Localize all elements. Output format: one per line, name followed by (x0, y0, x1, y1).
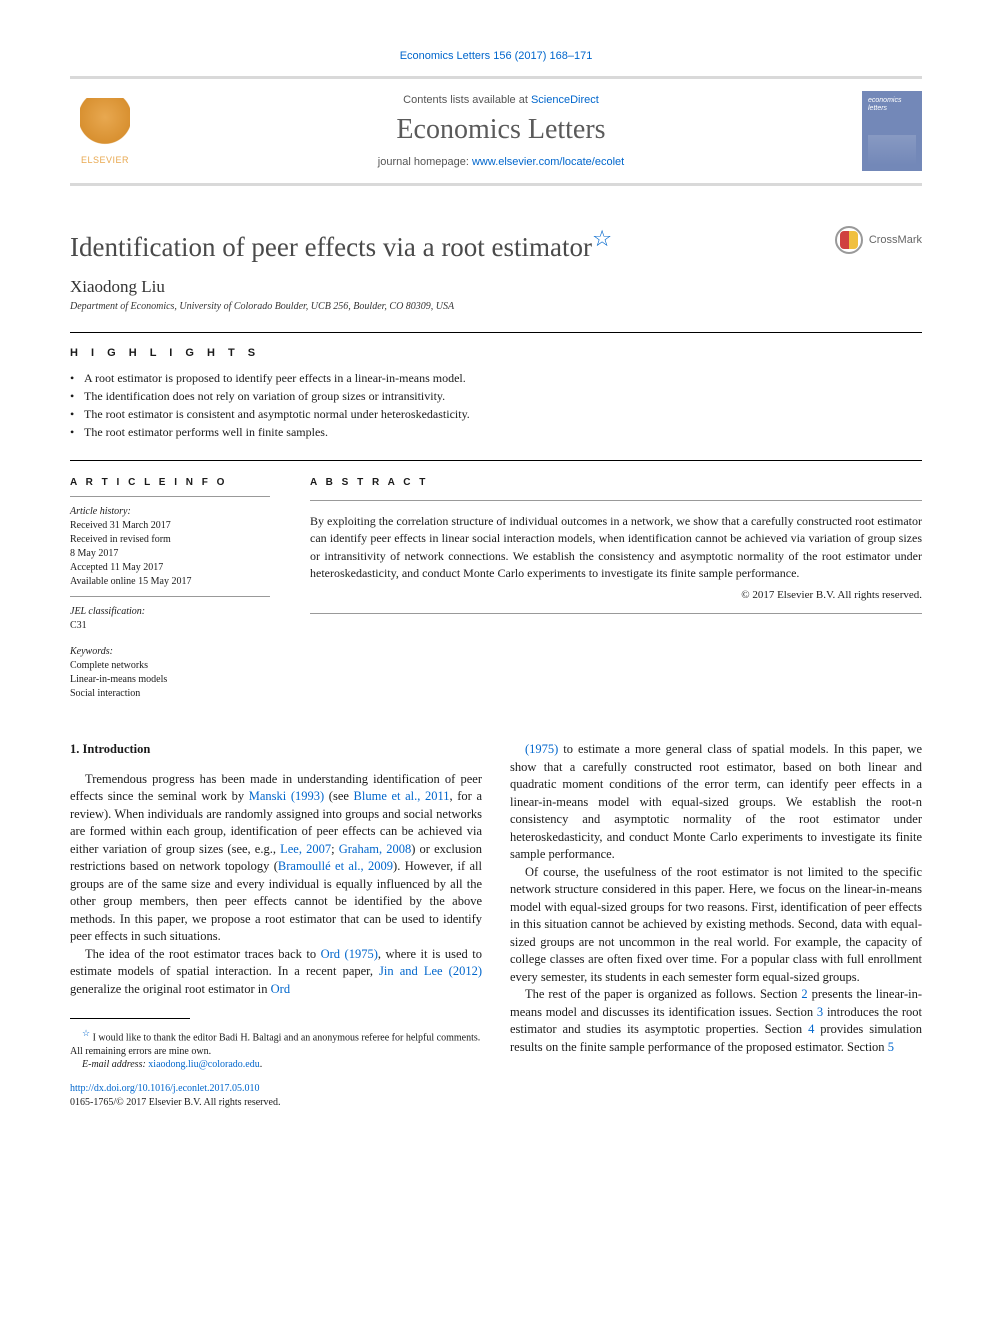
highlights-heading: h i g h l i g h t s (70, 347, 922, 359)
paragraph: The rest of the paper is organized as fo… (510, 986, 922, 1056)
crossmark-label: CrossMark (869, 234, 922, 246)
history-item: Received 31 March 2017 (70, 519, 270, 532)
article-info-column: a r t i c l e i n f o Article history: R… (70, 477, 270, 701)
issn-line: 0165-1765/© 2017 Elsevier B.V. All right… (70, 1097, 280, 1108)
title-row: Identification of peer effects via a roo… (70, 226, 922, 263)
abstract-copyright: © 2017 Elsevier B.V. All rights reserved… (310, 589, 922, 601)
highlight-item: The identification does not rely on vari… (70, 389, 922, 404)
keyword: Linear-in-means models (70, 673, 270, 686)
keyword: Social interaction (70, 687, 270, 700)
jel-heading: JEL classification: (70, 605, 270, 618)
highlight-item: A root estimator is proposed to identify… (70, 371, 922, 386)
paragraph: (1975) to estimate a more general class … (510, 741, 922, 864)
homepage-line: journal homepage: www.elsevier.com/locat… (140, 156, 862, 168)
text-run: The rest of the paper is organized as fo… (525, 987, 801, 1001)
journal-name: Economics Letters (140, 114, 862, 146)
divider (310, 613, 922, 614)
homepage-link[interactable]: www.elsevier.com/locate/ecolet (472, 156, 624, 168)
page: Economics Letters 156 (2017) 168–171 ELS… (0, 0, 992, 1160)
section-heading: 1. Introduction (70, 741, 482, 759)
text-run: generalize the original root estimator i… (70, 982, 271, 996)
title-footnote-marker[interactable]: ☆ (592, 226, 612, 251)
divider (70, 332, 922, 333)
journal-header: ELSEVIER Contents lists available at Sci… (70, 76, 922, 186)
info-abstract-row: a r t i c l e i n f o Article history: R… (70, 477, 922, 701)
elsevier-logo[interactable]: ELSEVIER (70, 91, 140, 171)
doi-block: http://dx.doi.org/10.1016/j.econlet.2017… (70, 1082, 482, 1110)
abstract-column: a b s t r a c t By exploiting the correl… (310, 477, 922, 701)
keywords-heading: Keywords: (70, 645, 270, 658)
email-link[interactable]: xiaodong.liu@colorado.edu (148, 1059, 259, 1070)
author-name[interactable]: Xiaodong Liu (70, 277, 922, 297)
title-text: Identification of peer effects via a roo… (70, 232, 592, 262)
abstract-text: By exploiting the correlation structure … (310, 513, 922, 583)
citation-link[interactable]: Lee, 2007 (280, 842, 331, 856)
highlights-list: A root estimator is proposed to identify… (70, 371, 922, 440)
abstract-heading: a b s t r a c t (310, 477, 922, 488)
history-item: 8 May 2017 (70, 547, 270, 560)
highlight-item: The root estimator performs well in fini… (70, 425, 922, 440)
history-item: Available online 15 May 2017 (70, 575, 270, 588)
footnote-separator (70, 1018, 190, 1019)
author-affiliation: Department of Economics, University of C… (70, 301, 922, 312)
divider (70, 460, 922, 461)
footnote-marker: ☆ (82, 1028, 90, 1038)
contents-line: Contents lists available at ScienceDirec… (140, 94, 862, 106)
citation-link[interactable]: Jin and Lee (2012) (379, 964, 482, 978)
divider (70, 596, 270, 597)
section-link[interactable]: 5 (888, 1040, 894, 1054)
text-run: (see (324, 789, 353, 803)
jel-code: C31 (70, 619, 270, 632)
history-heading: Article history: (70, 505, 270, 518)
contents-prefix: Contents lists available at (403, 94, 531, 106)
citation-link[interactable]: Ord (1975) (321, 947, 378, 961)
sciencedirect-link[interactable]: ScienceDirect (531, 94, 599, 106)
email-label: E-mail address: (82, 1059, 148, 1070)
text-run: The idea of the root estimator traces ba… (85, 947, 321, 961)
text-run: ; (331, 842, 339, 856)
text-run: to estimate a more general class of spat… (510, 742, 922, 861)
divider (310, 500, 922, 501)
citation-link[interactable]: (1975) (525, 742, 558, 756)
footnote-text: I would like to thank the editor Badi H.… (70, 1032, 480, 1057)
article-info-heading: a r t i c l e i n f o (70, 477, 270, 488)
paragraph: Tremendous progress has been made in und… (70, 771, 482, 946)
highlight-item: The root estimator is consistent and asy… (70, 407, 922, 422)
journal-cover-thumbnail[interactable]: economics letters (862, 91, 922, 171)
homepage-prefix: journal homepage: (378, 156, 472, 168)
citation-link[interactable]: Blume et al., 2011 (354, 789, 450, 803)
footnote: ☆ I would like to thank the editor Badi … (70, 1027, 482, 1058)
body-text: 1. Introduction Tremendous progress has … (70, 741, 922, 1110)
footnote-block: ☆ I would like to thank the editor Badi … (70, 1018, 482, 1110)
email-line: E-mail address: xiaodong.liu@colorado.ed… (70, 1058, 482, 1072)
header-center: Contents lists available at ScienceDirec… (140, 94, 862, 168)
elsevier-tree-icon (80, 98, 130, 153)
history-item: Accepted 11 May 2017 (70, 561, 270, 574)
article-title: Identification of peer effects via a roo… (70, 226, 612, 263)
citation-link[interactable]: Graham, 2008 (339, 842, 412, 856)
citation-link[interactable]: Bramoullé et al., 2009 (278, 859, 393, 873)
citation-link[interactable]: Ord (271, 982, 290, 996)
citation-link[interactable]: Manski (1993) (249, 789, 324, 803)
citation-link[interactable]: Economics Letters 156 (2017) 168–171 (70, 50, 922, 62)
cover-title: economics letters (868, 97, 916, 112)
paragraph: Of course, the usefulness of the root es… (510, 864, 922, 987)
crossmark-icon (835, 226, 863, 254)
keyword: Complete networks (70, 659, 270, 672)
history-item: Received in revised form (70, 533, 270, 546)
paragraph: The idea of the root estimator traces ba… (70, 946, 482, 999)
elsevier-label: ELSEVIER (81, 155, 129, 165)
doi-link[interactable]: http://dx.doi.org/10.1016/j.econlet.2017… (70, 1083, 260, 1094)
crossmark-badge[interactable]: CrossMark (835, 226, 922, 254)
divider (70, 496, 270, 497)
